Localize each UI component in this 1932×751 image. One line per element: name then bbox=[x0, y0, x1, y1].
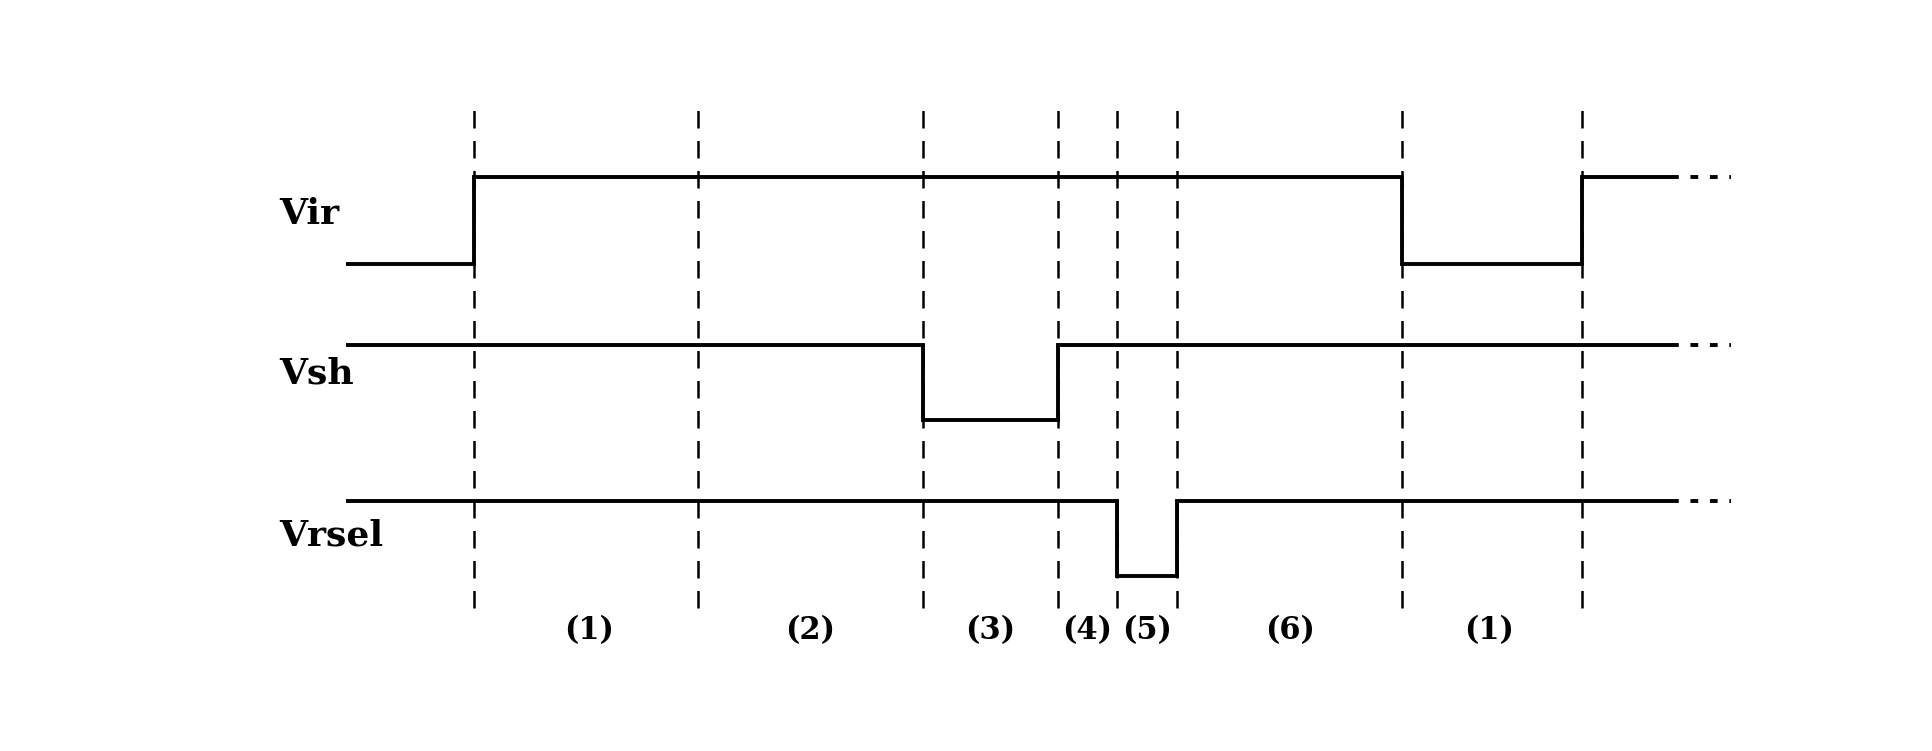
Text: (2): (2) bbox=[786, 615, 835, 647]
Text: Vrsel: Vrsel bbox=[278, 518, 383, 553]
Text: (1): (1) bbox=[564, 615, 614, 647]
Text: (1): (1) bbox=[1464, 615, 1513, 647]
Text: (5): (5) bbox=[1122, 615, 1173, 647]
Text: (3): (3) bbox=[966, 615, 1014, 647]
Text: (6): (6) bbox=[1265, 615, 1314, 647]
Text: Vsh: Vsh bbox=[278, 357, 354, 391]
Text: (4): (4) bbox=[1063, 615, 1113, 647]
Text: Vir: Vir bbox=[278, 198, 338, 231]
